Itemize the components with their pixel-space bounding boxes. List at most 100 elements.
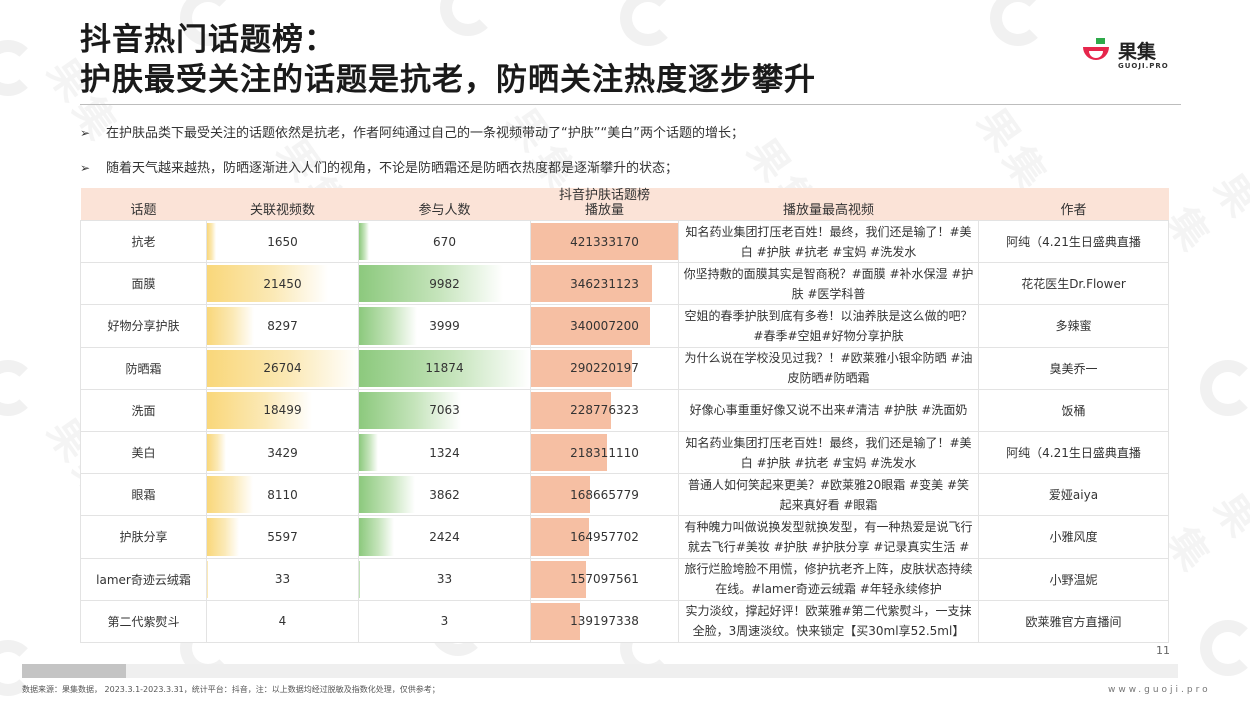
plays-cell-bar <box>531 391 611 429</box>
videos-cell-value: 8110 <box>267 487 298 502</box>
plays-cell-value: 218311110 <box>570 445 639 460</box>
author-cell: 爱娅aiya <box>978 473 1169 517</box>
progress-bar-fill <box>22 664 127 678</box>
author-cell: 阿纯（4.21生日盛典直播 <box>978 430 1169 475</box>
plays-cell: 346231123 <box>530 262 679 306</box>
topic-cell: 抗老 <box>80 219 207 264</box>
topic-cell: 好物分享护肤 <box>80 304 207 348</box>
videos-cell-value: 8297 <box>267 318 298 333</box>
logo-mark-icon <box>1083 38 1109 60</box>
top-video-cell: 知名药业集团打压老百姓！最终，我们还是输了！#美白 #护肤 #抗老 #宝妈 #洗… <box>678 219 979 264</box>
plays-cell-value: 164957702 <box>570 529 639 544</box>
plays-cell: 290220197 <box>530 346 679 390</box>
videos-cell-bar <box>207 391 312 429</box>
topic-cell: 护肤分享 <box>80 515 207 559</box>
header-plays: 抖音护肤话题榜 播放量 <box>530 188 679 221</box>
page-number: 11 <box>1156 644 1170 657</box>
plays-cell-value: 346231123 <box>570 276 639 291</box>
table-row: 防晒霜 26704 11874 290220197 为什么说在学校没见过我？！#欧莱雅小… <box>80 346 1169 390</box>
table-row: 第二代紫熨斗 4 3 139197338 实力淡纹，撑起好评！欧莱雅#第二代紫熨斗，一支… <box>80 599 1169 643</box>
table-row: 眼霜 8110 3862 168665779 普通人如何笑起来更美？#欧莱雅20眼霜 #… <box>80 473 1169 517</box>
participants-cell-bar <box>359 307 417 345</box>
plays-cell-bar <box>531 349 633 387</box>
progress-bar <box>22 664 1178 678</box>
participants-cell-bar <box>359 518 394 556</box>
participants-cell: 1324 <box>358 430 531 475</box>
participants-cell-value: 670 <box>433 234 456 249</box>
brand-logo: 果集 GUOJI.PRO <box>1080 36 1190 76</box>
topic-cell: 第二代紫熨斗 <box>80 599 207 643</box>
plays-cell-bar <box>531 265 652 303</box>
logo-sub: GUOJI.PRO <box>1118 62 1169 70</box>
top-video-cell: 空姐的春季护肤到底有多卷！以油养肤是这么做的吧？#春季#空姐#好物分享护肤 <box>678 304 979 348</box>
plays-cell-value: 290220197 <box>570 361 639 376</box>
table-row: 抗老 1650 670 421333170 知名药业集团打压老百姓！最终，我们还是输了！… <box>80 219 1169 264</box>
topic-cell: 防晒霜 <box>80 346 207 390</box>
videos-cell: 26704 <box>206 346 359 390</box>
bullet-text: 在护肤品类下最受关注的话题依然是抗老，作者阿纯通过自己的一条视频带动了“护肤”“… <box>106 126 744 141</box>
plays-cell-value: 157097561 <box>570 572 639 587</box>
table-row: 好物分享护肤 8297 3999 340007200 空姐的春季护肤到底有多卷！以油养肤… <box>80 304 1169 348</box>
watermark-logo-icon <box>0 360 36 416</box>
plays-cell: 340007200 <box>530 304 679 348</box>
videos-cell: 1650 <box>206 219 359 264</box>
participants-cell: 7063 <box>358 388 531 432</box>
top-video-cell: 好像心事重重好像又说不出来#清洁 #护肤 #洗面奶 <box>678 388 979 432</box>
videos-cell-value: 4 <box>278 614 287 629</box>
plays-cell: 168665779 <box>530 473 679 517</box>
table-row: lamer奇迹云绒霜 33 33 157097561 旅行烂脸垮脸不用慌，修护抗老齐上阵… <box>80 557 1169 601</box>
watermark-logo-icon <box>1200 620 1250 676</box>
page-title: 抖音热门话题榜： 护肤最受关注的话题是抗老，防晒关注热度逐步攀升 <box>80 20 816 100</box>
participants-cell-bar <box>359 476 415 514</box>
participants-cell: 2424 <box>358 515 531 559</box>
videos-cell-value: 33 <box>274 572 291 587</box>
videos-cell-value: 1650 <box>267 234 298 249</box>
plays-cell: 157097561 <box>530 557 679 601</box>
videos-cell: 18499 <box>206 388 359 432</box>
videos-cell: 8297 <box>206 304 359 348</box>
videos-cell-bar <box>207 518 239 556</box>
plays-cell: 421333170 <box>530 219 679 264</box>
videos-cell-value: 3429 <box>267 445 298 460</box>
participants-cell-value: 2424 <box>429 529 460 544</box>
participants-cell-bar <box>359 349 530 387</box>
top-video-cell: 旅行烂脸垮脸不用慌，修护抗老齐上阵，皮肤状态持续在线。#lamer奇迹云绒霜 #… <box>678 557 979 601</box>
participants-cell-value: 3 <box>440 614 449 629</box>
videos-cell-bar <box>207 307 254 345</box>
header-topic: 话题 <box>80 188 207 221</box>
top-video-cell: 为什么说在学校没见过我？！#欧莱雅小银伞防晒 #油皮防晒#防晒霜 <box>678 346 979 390</box>
bullet-text: 随着天气越来越热，防晒逐渐进入人们的视角，不论是防晒霜还是防晒衣热度都是逐渐攀升… <box>106 161 679 176</box>
participants-cell-bar <box>359 391 461 429</box>
table-row: 洗面 18499 7063 228776323 好像心事重重好像又说不出来#清洁 #护肤… <box>80 388 1169 432</box>
header-plays-line2: 播放量 <box>584 203 624 218</box>
watermark-text: 果集 <box>1156 165 1250 264</box>
participants-cell: 11874 <box>358 346 531 390</box>
videos-cell: 8110 <box>206 473 359 517</box>
plays-cell: 164957702 <box>530 515 679 559</box>
watermark-logo-icon <box>990 0 1046 46</box>
top-video-cell: 知名药业集团打压老百姓！最终，我们还是输了！#美白 #护肤 #抗老 #宝妈 #洗… <box>678 430 979 475</box>
plays-cell-value: 228776323 <box>570 403 639 418</box>
videos-cell-bar <box>207 223 217 261</box>
table-row: 面膜 21450 9982 346231123 你坚持敷的面膜其实是智商税？#面膜 #补… <box>80 262 1169 306</box>
plays-cell-value: 168665779 <box>570 487 639 502</box>
top-video-cell: 普通人如何笑起来更美？#欧莱雅20眼霜 #变美 #笑起来真好看 #眼霜 <box>678 473 979 517</box>
topic-cell: lamer奇迹云绒霜 <box>80 557 207 601</box>
videos-cell: 33 <box>206 557 359 601</box>
author-cell: 欧莱雅官方直播间 <box>978 599 1169 643</box>
participants-cell-value: 33 <box>436 572 453 587</box>
plays-cell-bar <box>531 560 586 598</box>
participants-cell: 3862 <box>358 473 531 517</box>
videos-cell-value: 21450 <box>263 276 302 291</box>
topic-cell: 眼霜 <box>80 473 207 517</box>
watermark-logo-icon <box>0 40 36 96</box>
header-participants: 参与人数 <box>358 188 531 221</box>
author-cell: 花花医生Dr.Flower <box>978 262 1169 306</box>
table-header-row: 话题 关联视频数 参与人数 抖音护肤话题榜 播放量 播放量最高视频 作者 <box>80 188 1169 221</box>
videos-cell-value: 5597 <box>267 529 298 544</box>
author-cell: 多辣蜜 <box>978 304 1169 348</box>
videos-cell: 21450 <box>206 262 359 306</box>
bullet-item: ➢ 随着天气越来越热，防晒逐渐进入人们的视角，不论是防晒霜还是防晒衣热度都是逐渐攀… <box>80 157 678 176</box>
page-title-line1: 抖音热门话题榜： <box>80 22 336 58</box>
participants-cell-value: 7063 <box>429 403 460 418</box>
